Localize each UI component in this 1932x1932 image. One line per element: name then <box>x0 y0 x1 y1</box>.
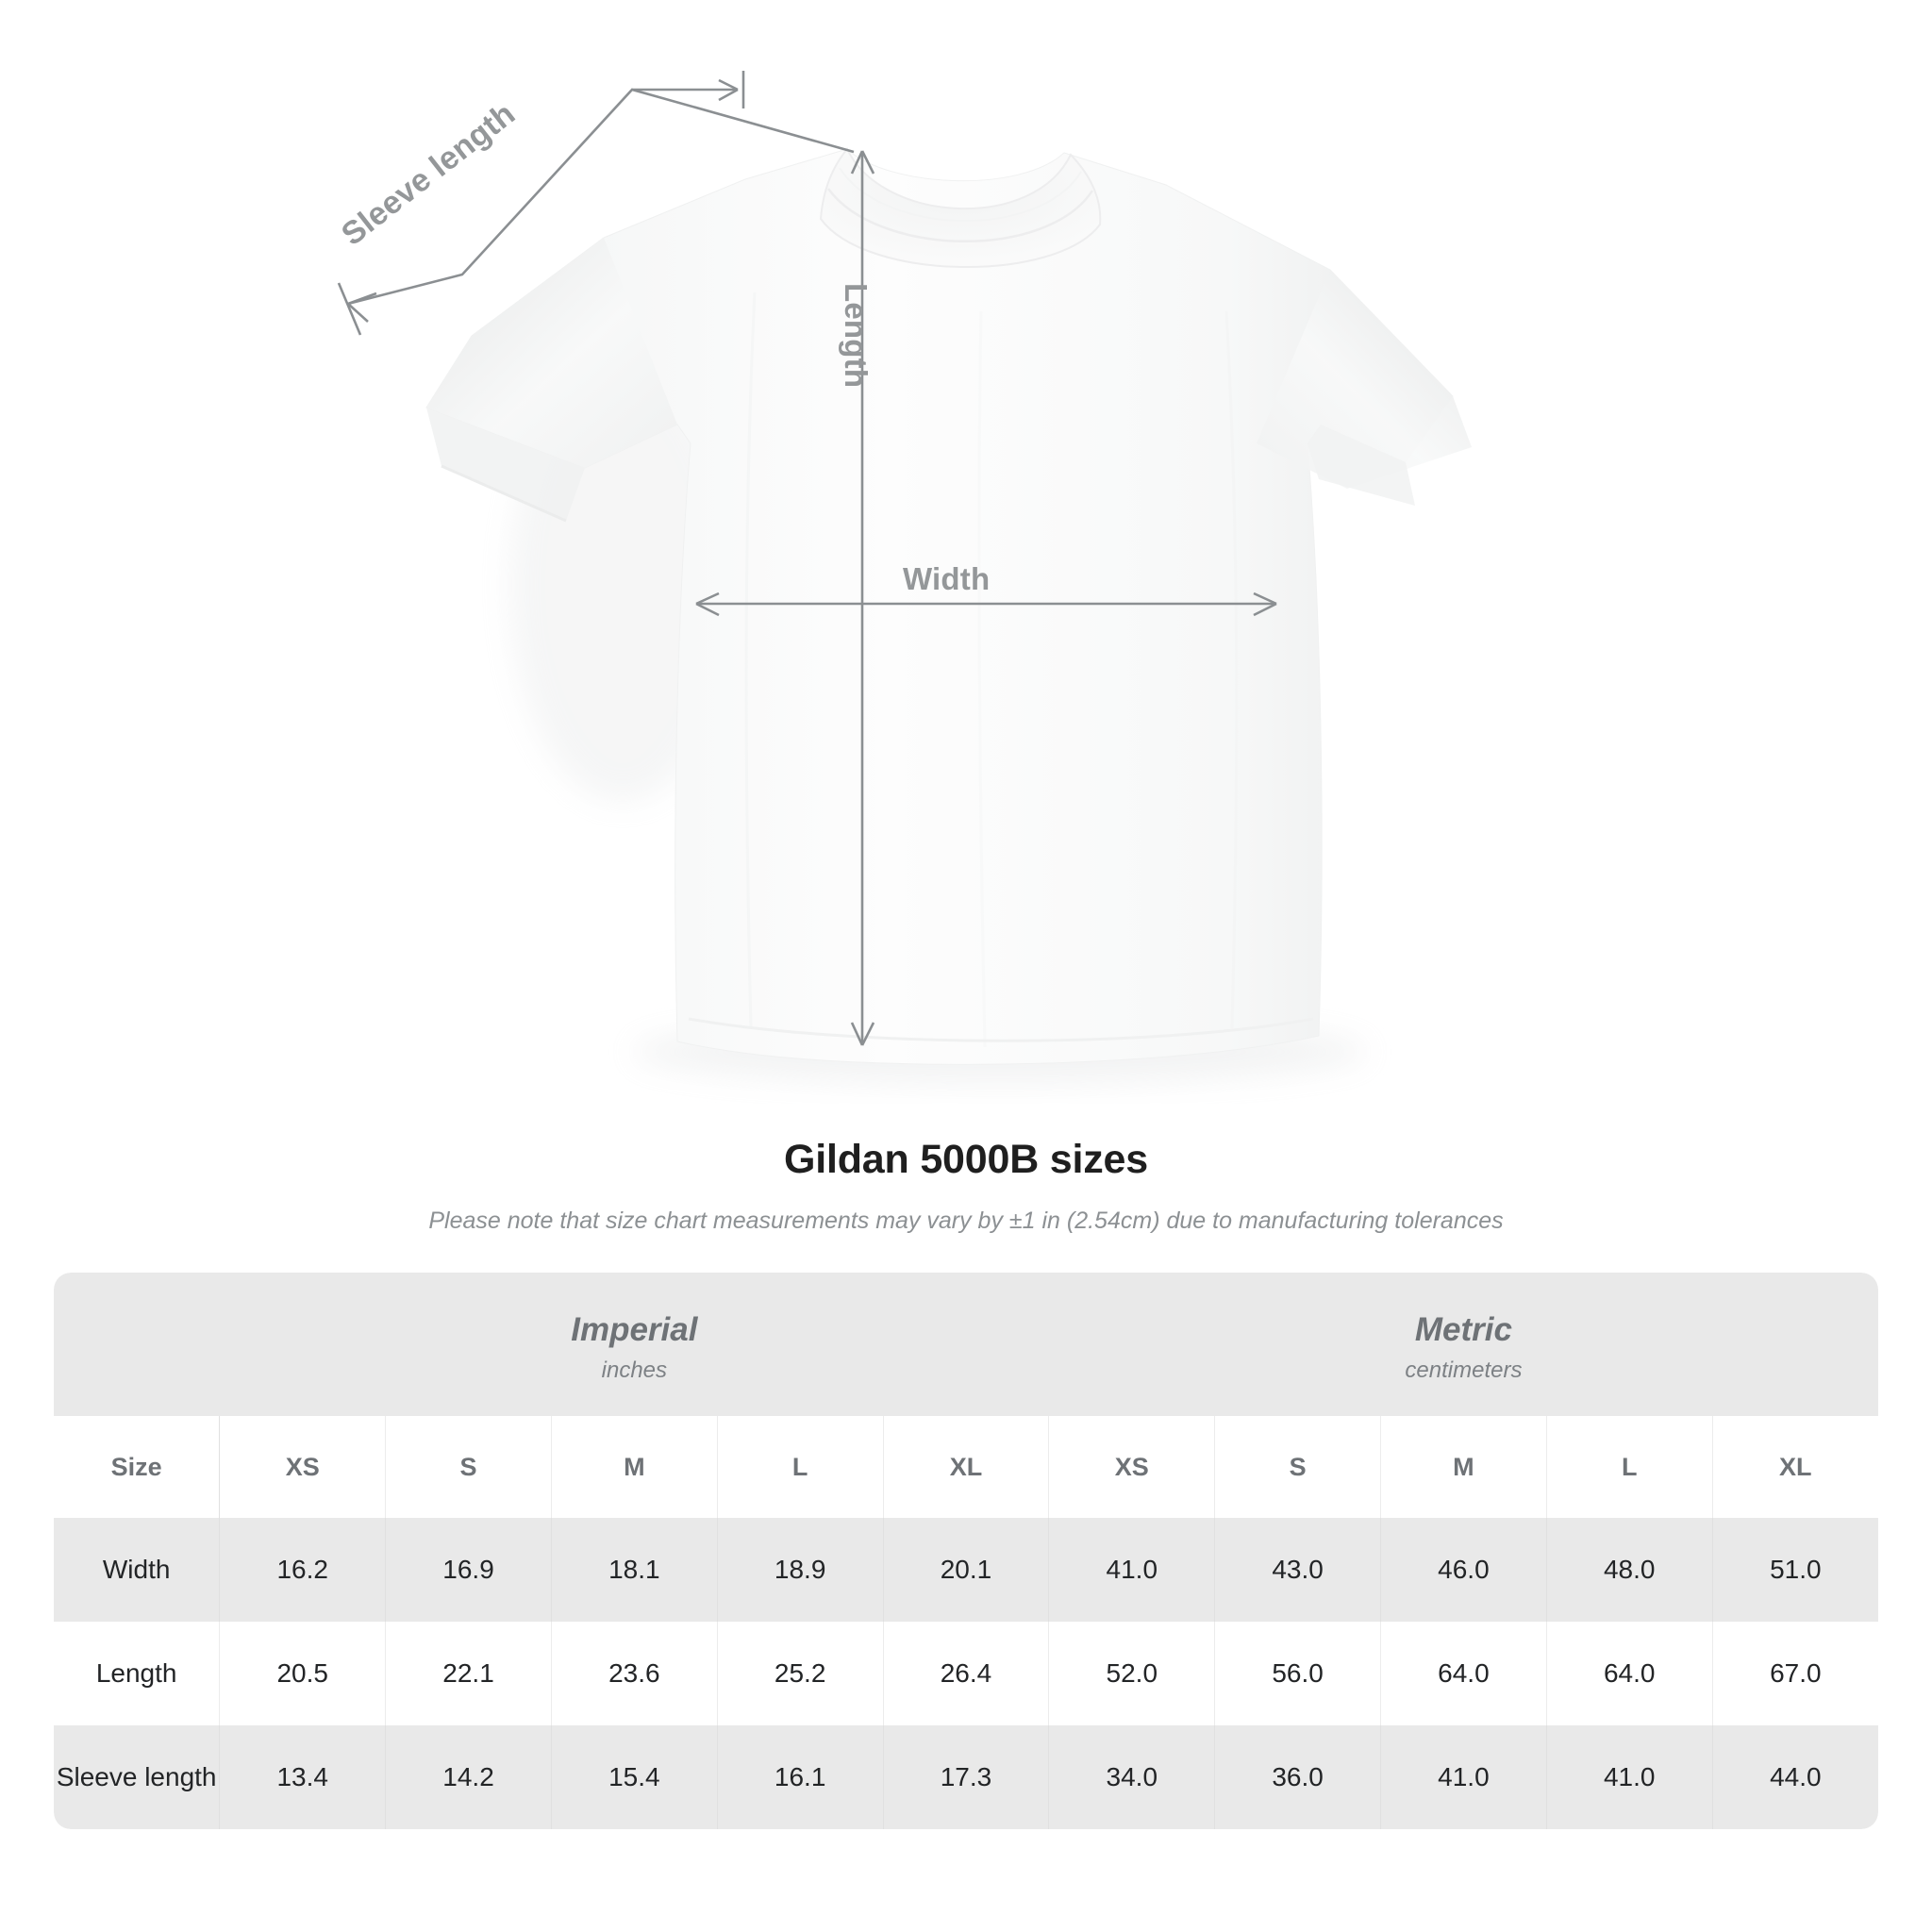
row-label-length: Length <box>54 1622 221 1725</box>
size-header-label: Size <box>54 1416 221 1518</box>
cell-value: 67.0 <box>1712 1622 1878 1725</box>
cell-value: 16.1 <box>717 1725 884 1829</box>
page-title: Gildan 5000B sizes <box>784 1137 1148 1182</box>
unit-group-metric-sub: centimeters <box>1405 1357 1523 1383</box>
tshirt-measurement-diagram: Sleeve length Length Width <box>335 71 1472 1084</box>
sleeve-end-tick <box>337 282 362 336</box>
length-arrow-head-top <box>850 150 875 175</box>
size-col-header: L <box>1546 1416 1713 1518</box>
size-col-header: M <box>551 1416 718 1518</box>
tolerance-note: Please note that size chart measurements… <box>428 1208 1504 1234</box>
size-header-row: Size XS S M L XL XS S M L XL <box>54 1416 1878 1518</box>
length-label: Length <box>839 283 874 389</box>
cell-value: 56.0 <box>1214 1622 1381 1725</box>
cell-value: 18.1 <box>551 1518 718 1622</box>
row-label-width: Width <box>54 1518 221 1622</box>
sleeve-length-guide <box>347 88 855 306</box>
tshirt-body <box>425 147 1472 1065</box>
row-label-sleeve-length: Sleeve length <box>54 1725 221 1829</box>
size-chart-table-wrap: Imperial inches Metric centimeters Size … <box>54 1273 1878 1829</box>
cell-value: 41.0 <box>1546 1725 1713 1829</box>
table-row: Length 20.5 22.1 23.6 25.2 26.4 52.0 56.… <box>54 1622 1878 1725</box>
cell-value: 44.0 <box>1712 1725 1878 1829</box>
cell-value: 46.0 <box>1380 1518 1547 1622</box>
cell-value: 43.0 <box>1214 1518 1381 1622</box>
size-col-header: XS <box>1048 1416 1216 1518</box>
size-chart-table: Imperial inches Metric centimeters Size … <box>54 1273 1878 1829</box>
cell-value: 34.0 <box>1048 1725 1216 1829</box>
cell-value: 36.0 <box>1214 1725 1381 1829</box>
size-col-header: S <box>1214 1416 1381 1518</box>
shoulder-arrow-head <box>718 78 739 102</box>
cell-value: 16.2 <box>219 1518 387 1622</box>
unit-group-imperial-name: Imperial <box>571 1310 698 1348</box>
cell-value: 20.1 <box>883 1518 1050 1622</box>
size-col-header: S <box>385 1416 552 1518</box>
cell-value: 14.2 <box>385 1725 552 1829</box>
cell-value: 48.0 <box>1546 1518 1713 1622</box>
width-arrow-head-left <box>695 591 720 617</box>
size-col-header: XL <box>1712 1416 1878 1518</box>
width-label: Width <box>903 561 991 596</box>
unit-group-metric: Metric centimeters <box>1048 1273 1878 1416</box>
cell-value: 26.4 <box>883 1622 1050 1725</box>
size-col-header: L <box>717 1416 884 1518</box>
cell-value: 17.3 <box>883 1725 1050 1829</box>
cell-value: 41.0 <box>1048 1518 1216 1622</box>
size-col-header: M <box>1380 1416 1547 1518</box>
table-row: Sleeve length 13.4 14.2 15.4 16.1 17.3 3… <box>54 1725 1878 1829</box>
cell-value: 52.0 <box>1048 1622 1216 1725</box>
cell-value: 15.4 <box>551 1725 718 1829</box>
cell-value: 13.4 <box>219 1725 387 1829</box>
length-arrow-head-bottom <box>850 1022 875 1046</box>
unit-header-spacer <box>54 1273 220 1416</box>
unit-group-imperial-sub: inches <box>601 1357 668 1383</box>
cell-value: 16.9 <box>385 1518 552 1622</box>
size-col-header: XS <box>219 1416 387 1518</box>
cell-value: 20.5 <box>219 1622 387 1725</box>
unit-header-row: Imperial inches Metric centimeters <box>54 1273 1878 1416</box>
table-row: Width 16.2 16.9 18.1 18.9 20.1 41.0 43.0… <box>54 1518 1878 1622</box>
cell-value: 64.0 <box>1380 1622 1547 1725</box>
unit-group-imperial: Imperial inches <box>219 1273 1049 1416</box>
cell-value: 23.6 <box>551 1622 718 1725</box>
cell-value: 51.0 <box>1712 1518 1878 1622</box>
width-arrow-head-right <box>1253 591 1277 617</box>
cell-value: 41.0 <box>1380 1725 1547 1829</box>
cell-value: 25.2 <box>717 1622 884 1725</box>
size-col-header: XL <box>883 1416 1050 1518</box>
sleeve-arrow-head <box>347 291 377 323</box>
unit-group-metric-name: Metric <box>1414 1310 1512 1348</box>
measurement-lines <box>337 71 1277 1046</box>
chart-heading-block: Gildan 5000B sizes Please note that size… <box>0 1137 1932 1235</box>
cell-value: 64.0 <box>1546 1622 1713 1725</box>
tshirt-illustration-svg <box>337 71 1472 1084</box>
cell-value: 22.1 <box>385 1622 552 1725</box>
cell-value: 18.9 <box>717 1518 884 1622</box>
